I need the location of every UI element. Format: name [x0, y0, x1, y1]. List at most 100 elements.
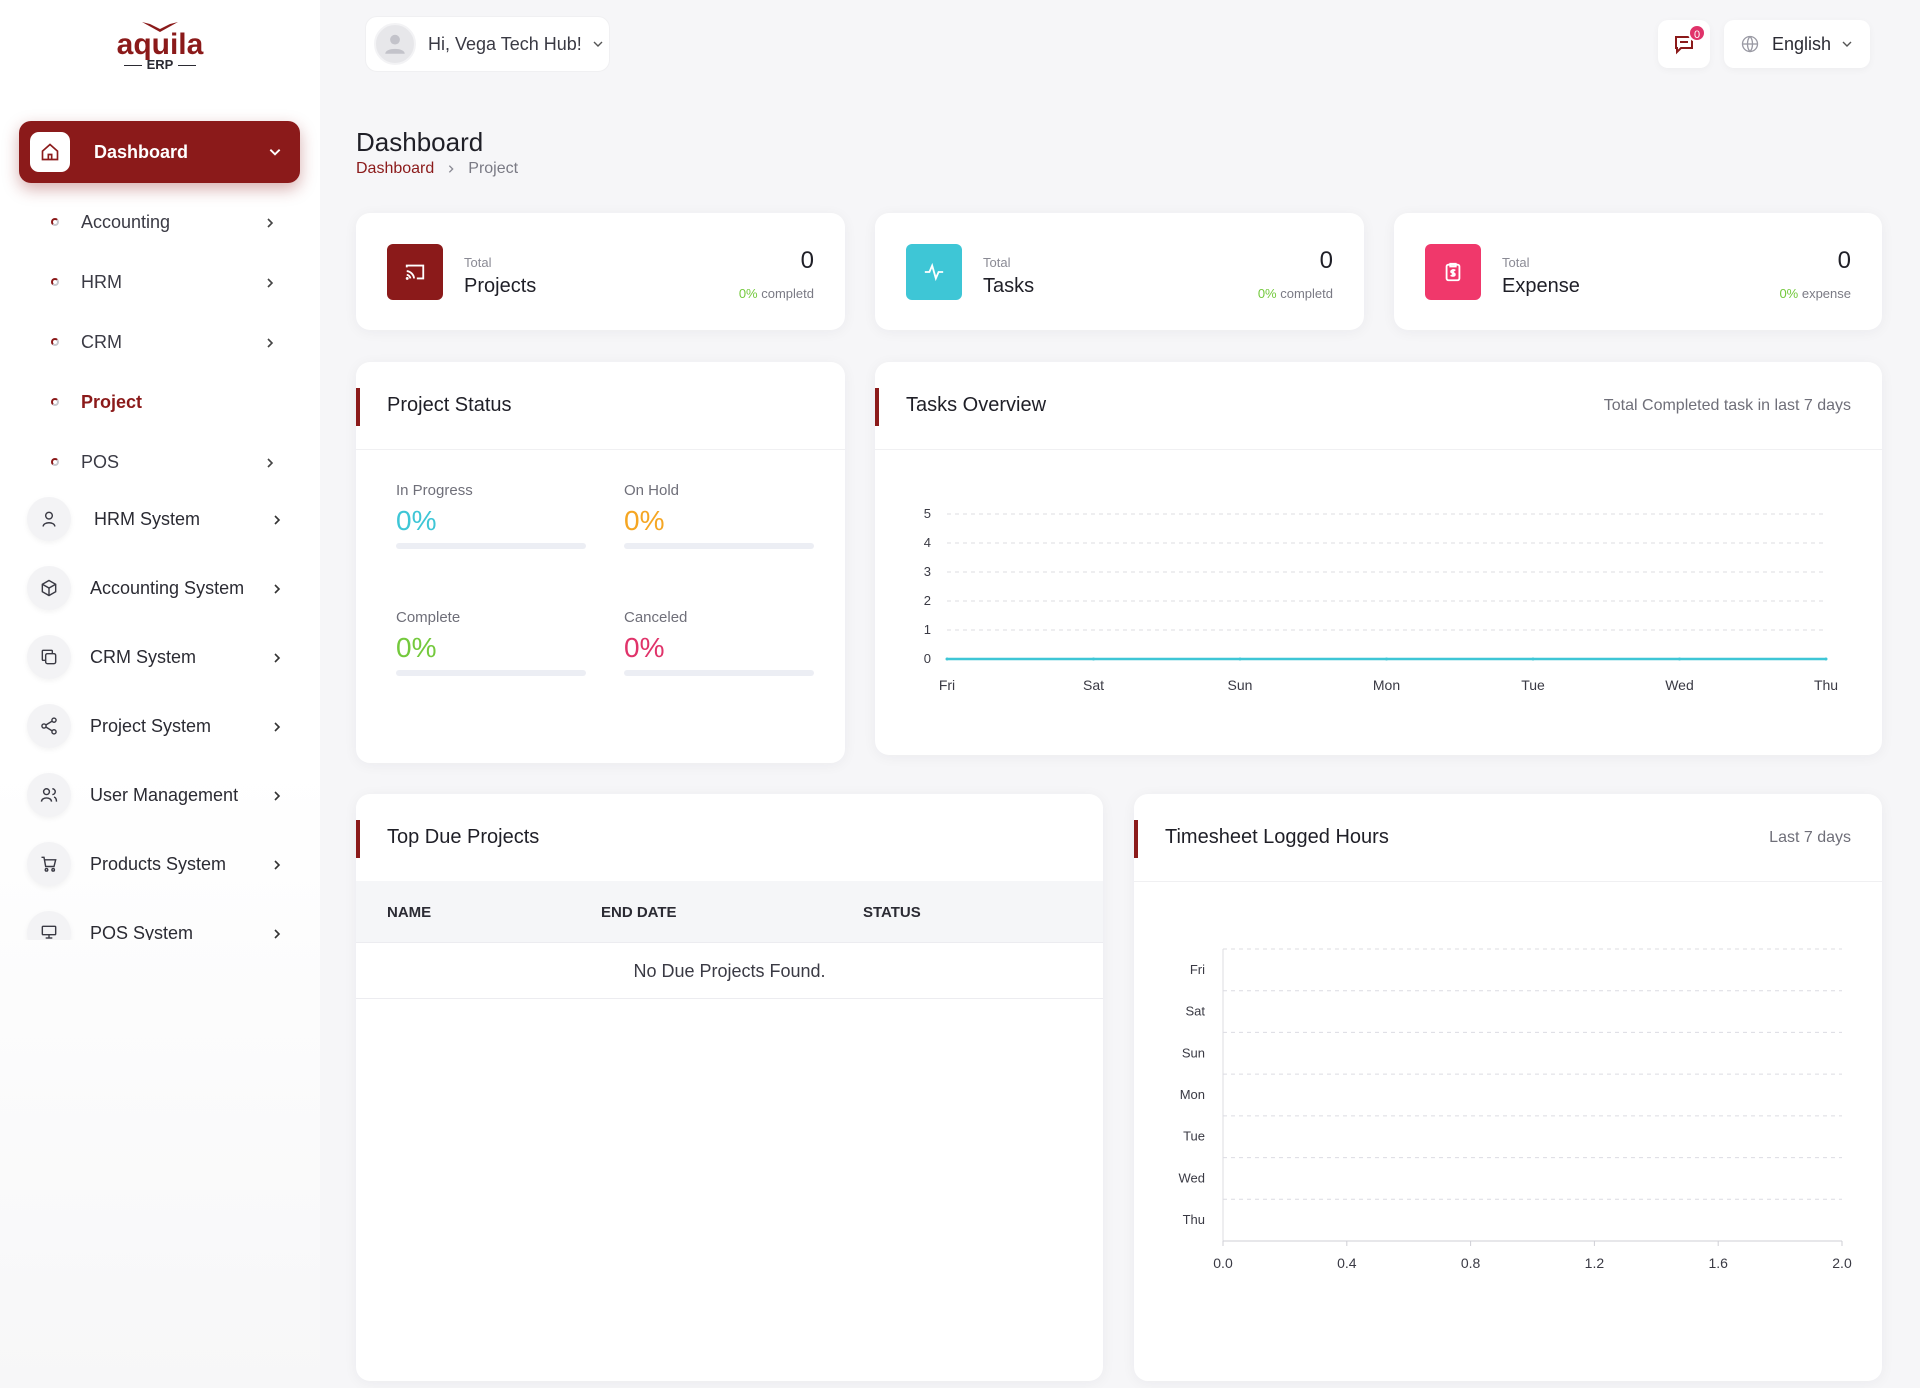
y-tick-label: 2 — [924, 593, 931, 608]
sidebar-subitem-hrm[interactable]: HRM — [0, 262, 300, 302]
sidebar-item-label: Project System — [90, 715, 212, 736]
stat-value: 0 — [800, 247, 814, 274]
y-tick-label: Fri — [1190, 962, 1205, 977]
brand-sub: ERP — [110, 58, 210, 72]
y-tick-label: 1 — [924, 622, 931, 637]
y-tick-label: Mon — [1180, 1087, 1205, 1102]
bullet-icon — [51, 458, 59, 466]
sidebar-item-products-system[interactable]: Products System — [0, 839, 300, 889]
x-tick-label: Fri — [939, 677, 955, 693]
timesheet-card: Timesheet Logged Hours Last 7 days Fri Sa… — [1134, 794, 1882, 1381]
stat-card-projects: Total Projects 0 0% completd — [356, 213, 845, 330]
data-point — [1531, 657, 1535, 661]
x-tick-label: Wed — [1665, 677, 1694, 693]
empty-table-message: No Due Projects Found. — [356, 943, 1103, 999]
user-menu[interactable]: Hi, Vega Tech Hub! — [365, 16, 610, 72]
card-header: Top Due Projects — [356, 794, 1103, 882]
user-greeting: Hi, Vega Tech Hub! — [428, 33, 582, 54]
chevron-down-icon — [1842, 41, 1852, 47]
status-canceled: Canceled 0% — [624, 609, 814, 676]
breadcrumb-link-dashboard[interactable]: Dashboard — [356, 160, 435, 177]
sidebar-item-label: Accounting System — [90, 577, 245, 598]
data-point — [1238, 657, 1242, 661]
status-label: Canceled — [624, 609, 688, 626]
sidebar-item-accounting-system[interactable]: Accounting System — [0, 563, 300, 613]
chevron-right-icon — [271, 927, 283, 939]
home-icon — [30, 132, 70, 172]
stat-label-small: Total — [1502, 255, 1530, 270]
project-status-card: Project Status In Progress 0% On Hold 0% Com… — [356, 362, 845, 763]
notification-button[interactable]: 0 — [1658, 20, 1710, 68]
sidebar-subitem-project[interactable]: Project — [0, 382, 300, 422]
status-on-hold: On Hold 0% — [624, 482, 814, 549]
stat-label: Expense — [1502, 275, 1580, 297]
x-tick-label: Tue — [1521, 677, 1545, 693]
stat-percent: 0% completd — [738, 286, 814, 301]
cast-icon — [387, 244, 443, 300]
status-progress-track — [396, 543, 586, 549]
sidebar-item-project-system[interactable]: Project System — [0, 701, 300, 751]
table-header: NAME END DATE STATUS — [356, 881, 1103, 943]
sidebar-item-pos-system[interactable]: POS System — [0, 908, 300, 940]
status-progress-track — [396, 670, 586, 676]
globe-icon — [1741, 35, 1759, 53]
column-header-status[interactable]: STATUS — [863, 904, 921, 921]
card-title: Timesheet Logged Hours — [1165, 826, 1389, 848]
sidebar-item-crm-system[interactable]: CRM System — [0, 632, 300, 682]
card-header: Timesheet Logged Hours Last 7 days — [1134, 794, 1882, 882]
column-header-end-date[interactable]: END DATE — [601, 904, 677, 921]
pulse-icon — [906, 244, 962, 300]
cart-icon — [27, 842, 71, 886]
sidebar-item-dashboard[interactable]: Dashboard — [19, 121, 300, 183]
chevron-right-icon — [271, 789, 283, 801]
x-tick-label: 0.8 — [1461, 1255, 1481, 1271]
brand-logo[interactable]: aquila ERP — [110, 20, 210, 80]
language-select[interactable]: English — [1724, 20, 1870, 68]
sidebar-item-label: Products System — [90, 853, 227, 874]
status-value: 0% — [396, 632, 437, 663]
sidebar-subitem-pos[interactable]: POS — [0, 442, 300, 482]
sidebar-item-hrm-system[interactable]: HRM System — [0, 494, 300, 544]
stat-label-small: Total — [464, 255, 492, 270]
status-value: 0% — [624, 505, 665, 536]
data-point — [1092, 657, 1095, 661]
column-header-name[interactable]: NAME — [387, 904, 432, 921]
chevron-right-icon — [271, 513, 283, 525]
status-progress-track — [624, 670, 814, 676]
sidebar-item-label: POS System — [90, 922, 194, 941]
data-point — [1824, 657, 1828, 661]
status-label: In Progress — [396, 482, 473, 499]
stat-percent: 0% completd — [1257, 286, 1333, 301]
status-value: 0% — [396, 505, 437, 536]
bullet-icon — [51, 278, 59, 286]
y-tick-label: Wed — [1179, 1170, 1206, 1185]
sidebar-item-user-management[interactable]: User Management — [0, 770, 300, 820]
card-subtitle: Total Completed task in last 7 days — [1603, 397, 1851, 414]
stat-label-small: Total — [983, 255, 1011, 270]
users-icon — [27, 773, 71, 817]
chevron-right-icon — [449, 165, 454, 173]
y-tick-label: Sun — [1182, 1045, 1205, 1060]
stat-label: Tasks — [983, 275, 1035, 297]
status-label: On Hold — [624, 482, 680, 499]
language-label: English — [1772, 33, 1832, 54]
x-tick-label: 1.6 — [1708, 1255, 1728, 1271]
chevron-right-icon — [271, 858, 283, 870]
sidebar-subitem-accounting[interactable]: Accounting — [0, 202, 300, 242]
chevron-right-icon — [271, 582, 283, 594]
y-tick-label: 3 — [924, 564, 931, 579]
tasks-line-chart: 0 1 2 3 4 5 Fri Sat Sun Mon Tue Wed Thu — [924, 506, 1838, 693]
avatar — [374, 23, 416, 65]
wing-logo-icon — [142, 22, 178, 32]
status-value: 0% — [624, 632, 665, 663]
card-title: Project Status — [387, 394, 512, 416]
chevron-right-icon — [264, 276, 276, 288]
stat-label: Projects — [464, 275, 537, 297]
sidebar-subitem-crm[interactable]: CRM — [0, 322, 300, 362]
breadcrumb: Dashboard Project — [356, 160, 518, 178]
x-tick-label: Mon — [1373, 677, 1400, 693]
status-label: Complete — [396, 609, 461, 626]
x-tick-label: 1.2 — [1585, 1255, 1605, 1271]
page-title: Dashboard — [356, 127, 484, 157]
y-tick-label: 5 — [924, 506, 931, 521]
